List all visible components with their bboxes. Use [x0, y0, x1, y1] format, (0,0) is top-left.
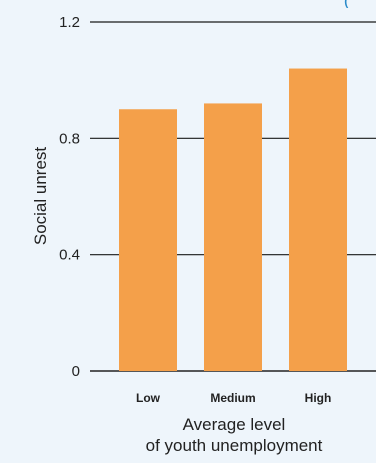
bar-high — [289, 68, 347, 372]
y-tick-label: 0.8 — [59, 130, 80, 147]
x-tick-label: Medium — [210, 391, 255, 405]
x-axis-label-line-2: of youth unemployment — [146, 436, 323, 455]
bars — [119, 68, 347, 372]
y-tick-label: 0 — [72, 363, 80, 380]
y-axis-label: Social unrest — [31, 147, 50, 246]
x-tick-label: Low — [136, 391, 161, 405]
x-axis-label-line-1: Average level — [183, 415, 286, 434]
title-fragment: ( — [344, 0, 352, 8]
x-tick-label: High — [305, 391, 332, 405]
y-tick-labels: 0 0.4 0.8 1.2 — [59, 14, 80, 380]
bar-medium — [204, 103, 262, 371]
bar-low — [119, 109, 177, 371]
y-tick-label: 0.4 — [59, 247, 80, 264]
y-tick-label: 1.2 — [59, 14, 80, 31]
x-tick-labels: Low Medium High — [136, 391, 331, 405]
